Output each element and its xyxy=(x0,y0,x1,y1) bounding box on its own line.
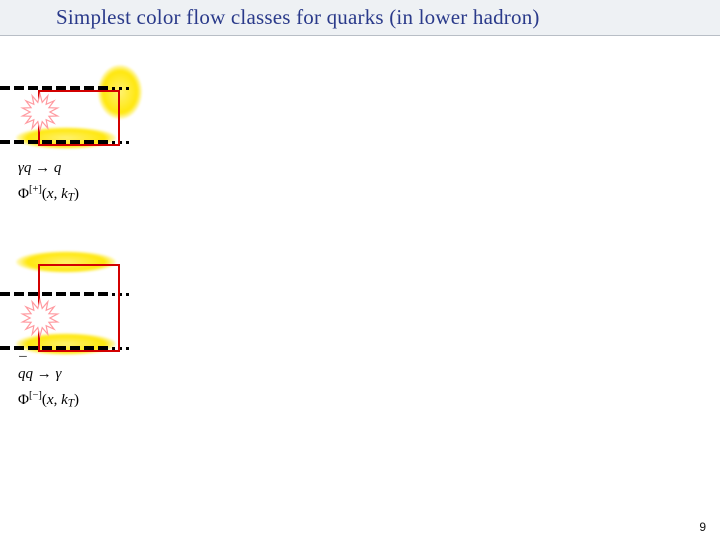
title-bar: Simplest color flow classes for quarks (… xyxy=(0,0,720,36)
correlator-formula-top: Φ[+](x, kT) xyxy=(18,184,79,204)
interaction-starburst-icon xyxy=(19,297,61,339)
process-formula-bottom: ¯qq → γ xyxy=(18,366,61,383)
process-formula-top: γq → q xyxy=(18,160,61,177)
correlator-formula-bottom: Φ[−](x, kT) xyxy=(18,390,79,410)
page-title: Simplest color flow classes for quarks (… xyxy=(56,5,540,30)
page-number: 9 xyxy=(699,520,706,534)
interaction-starburst-icon xyxy=(19,91,61,133)
